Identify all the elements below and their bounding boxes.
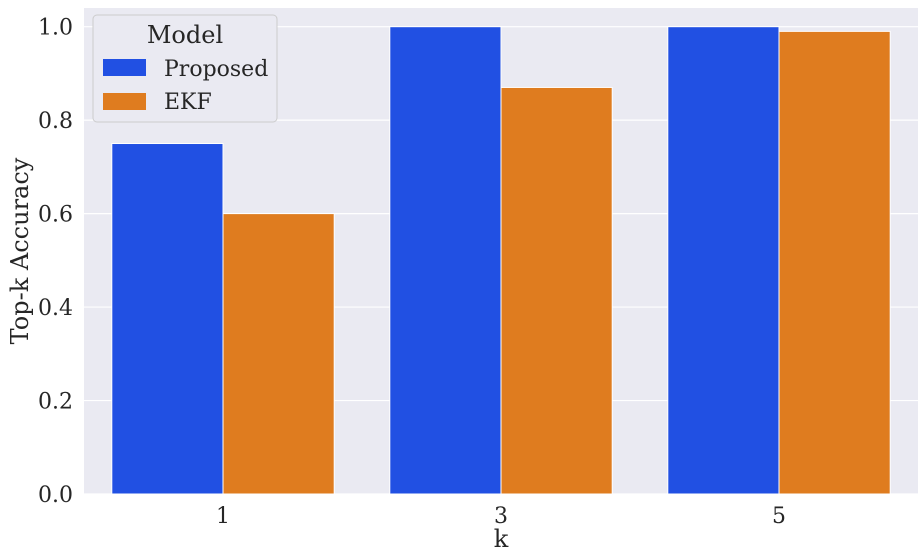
bars (111, 26, 891, 495)
x-tick-label: 3 (494, 504, 508, 529)
y-tick-labels: 0.0 0.2 0.4 0.6 0.8 1.0 (38, 16, 73, 508)
x-tick-label: 1 (216, 504, 230, 529)
y-tick-label: 0.4 (38, 296, 73, 321)
y-tick-label: 0.0 (38, 483, 73, 508)
x-tick-labels: 1 3 5 (216, 504, 786, 529)
x-axis-label: k (494, 525, 509, 553)
y-axis-label: Top-k Accuracy (6, 157, 34, 344)
bar-ekf-k5 (778, 30, 891, 495)
y-tick-label: 1.0 (38, 16, 73, 41)
legend-label-proposed: Proposed (164, 57, 268, 82)
y-tick-label: 0.2 (38, 390, 73, 415)
legend-label-ekf: EKF (164, 90, 212, 115)
bar-proposed-k3 (389, 26, 502, 495)
bar-ekf-k1 (222, 213, 335, 495)
y-tick-label: 0.6 (38, 203, 73, 228)
bar-ekf-k3 (500, 86, 613, 495)
bar-proposed-k5 (667, 26, 780, 495)
legend-swatch-proposed (103, 59, 146, 76)
y-tick-label: 0.8 (38, 109, 73, 134)
legend-swatch-ekf (103, 93, 146, 110)
bar-proposed-k1 (111, 143, 224, 495)
legend-title: Model (147, 21, 223, 49)
x-tick-label: 5 (772, 504, 786, 529)
legend: Model Proposed EKF (92, 14, 278, 123)
